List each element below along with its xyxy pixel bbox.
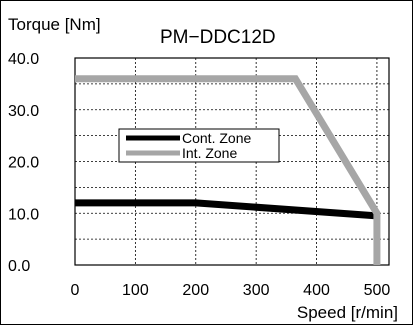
legend-label-int-zone: Int. Zone xyxy=(182,145,237,161)
series-line-int-zone xyxy=(75,75,381,265)
series-layer xyxy=(75,75,381,265)
y-tick-label: 0.0 xyxy=(8,258,30,275)
x-tick-label: 300 xyxy=(243,282,270,299)
x-tick-label: 0 xyxy=(71,282,80,299)
y-tick-label: 10.0 xyxy=(8,206,39,223)
x-tick-label: 100 xyxy=(122,282,149,299)
x-tick-labels: 0 100 200 300 400 500 xyxy=(71,282,391,299)
plot-frame xyxy=(74,57,390,266)
x-axis-label: Speed [r/min] xyxy=(297,303,398,322)
y-tick-labels: 0.0 10.0 20.0 30.0 40.0 xyxy=(8,51,39,275)
y-tick-label: 20.0 xyxy=(8,155,39,172)
series-line-cont-zone xyxy=(75,199,378,220)
chart-title: PM−DDC12D xyxy=(160,27,276,48)
legend-label-cont-zone: Cont. Zone xyxy=(182,130,251,146)
y-axis-label: Torque [Nm] xyxy=(8,15,101,34)
x-tick-label: 200 xyxy=(182,282,209,299)
y-tick-label: 30.0 xyxy=(8,103,39,120)
y-tick-label: 40.0 xyxy=(8,51,39,68)
x-tick-label: 400 xyxy=(303,282,330,299)
x-tick-label: 500 xyxy=(364,282,391,299)
legend: Cont. Zone Int. Zone xyxy=(118,128,280,163)
legend-box xyxy=(118,128,280,163)
